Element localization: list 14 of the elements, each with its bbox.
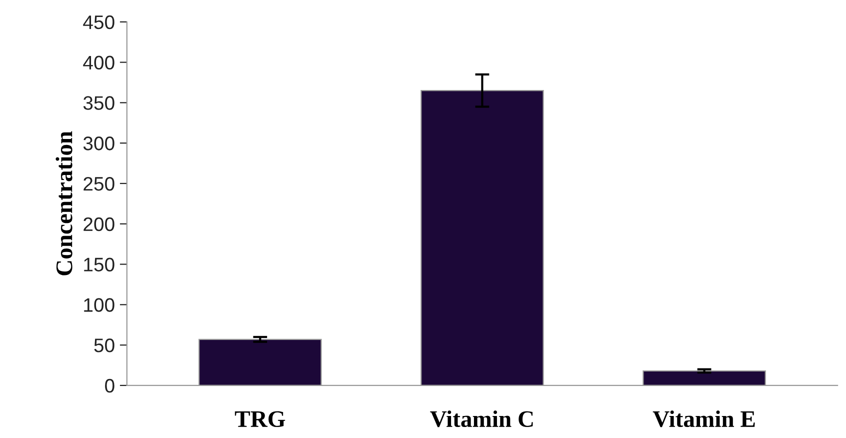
x-tick-label: Vitamin C: [430, 410, 533, 428]
y-tick-label: 300: [83, 136, 114, 150]
x-tick-label: Vitamin E: [652, 410, 755, 428]
y-tick-label: 100: [84, 298, 114, 312]
y-tick-label: 50: [94, 338, 114, 352]
y-axis-title: Concentration: [56, 131, 72, 276]
y-tick-label: 150: [84, 258, 114, 272]
y-tick-label: 200: [84, 217, 114, 232]
y-tick-label: 0: [105, 378, 114, 393]
y-tick-label: 450: [83, 15, 114, 30]
y-tick-label: 400: [83, 56, 114, 70]
x-tick-label: TRG: [234, 411, 286, 428]
y-tick-label: 250: [84, 176, 114, 191]
y-tick-label: 350: [83, 96, 114, 110]
